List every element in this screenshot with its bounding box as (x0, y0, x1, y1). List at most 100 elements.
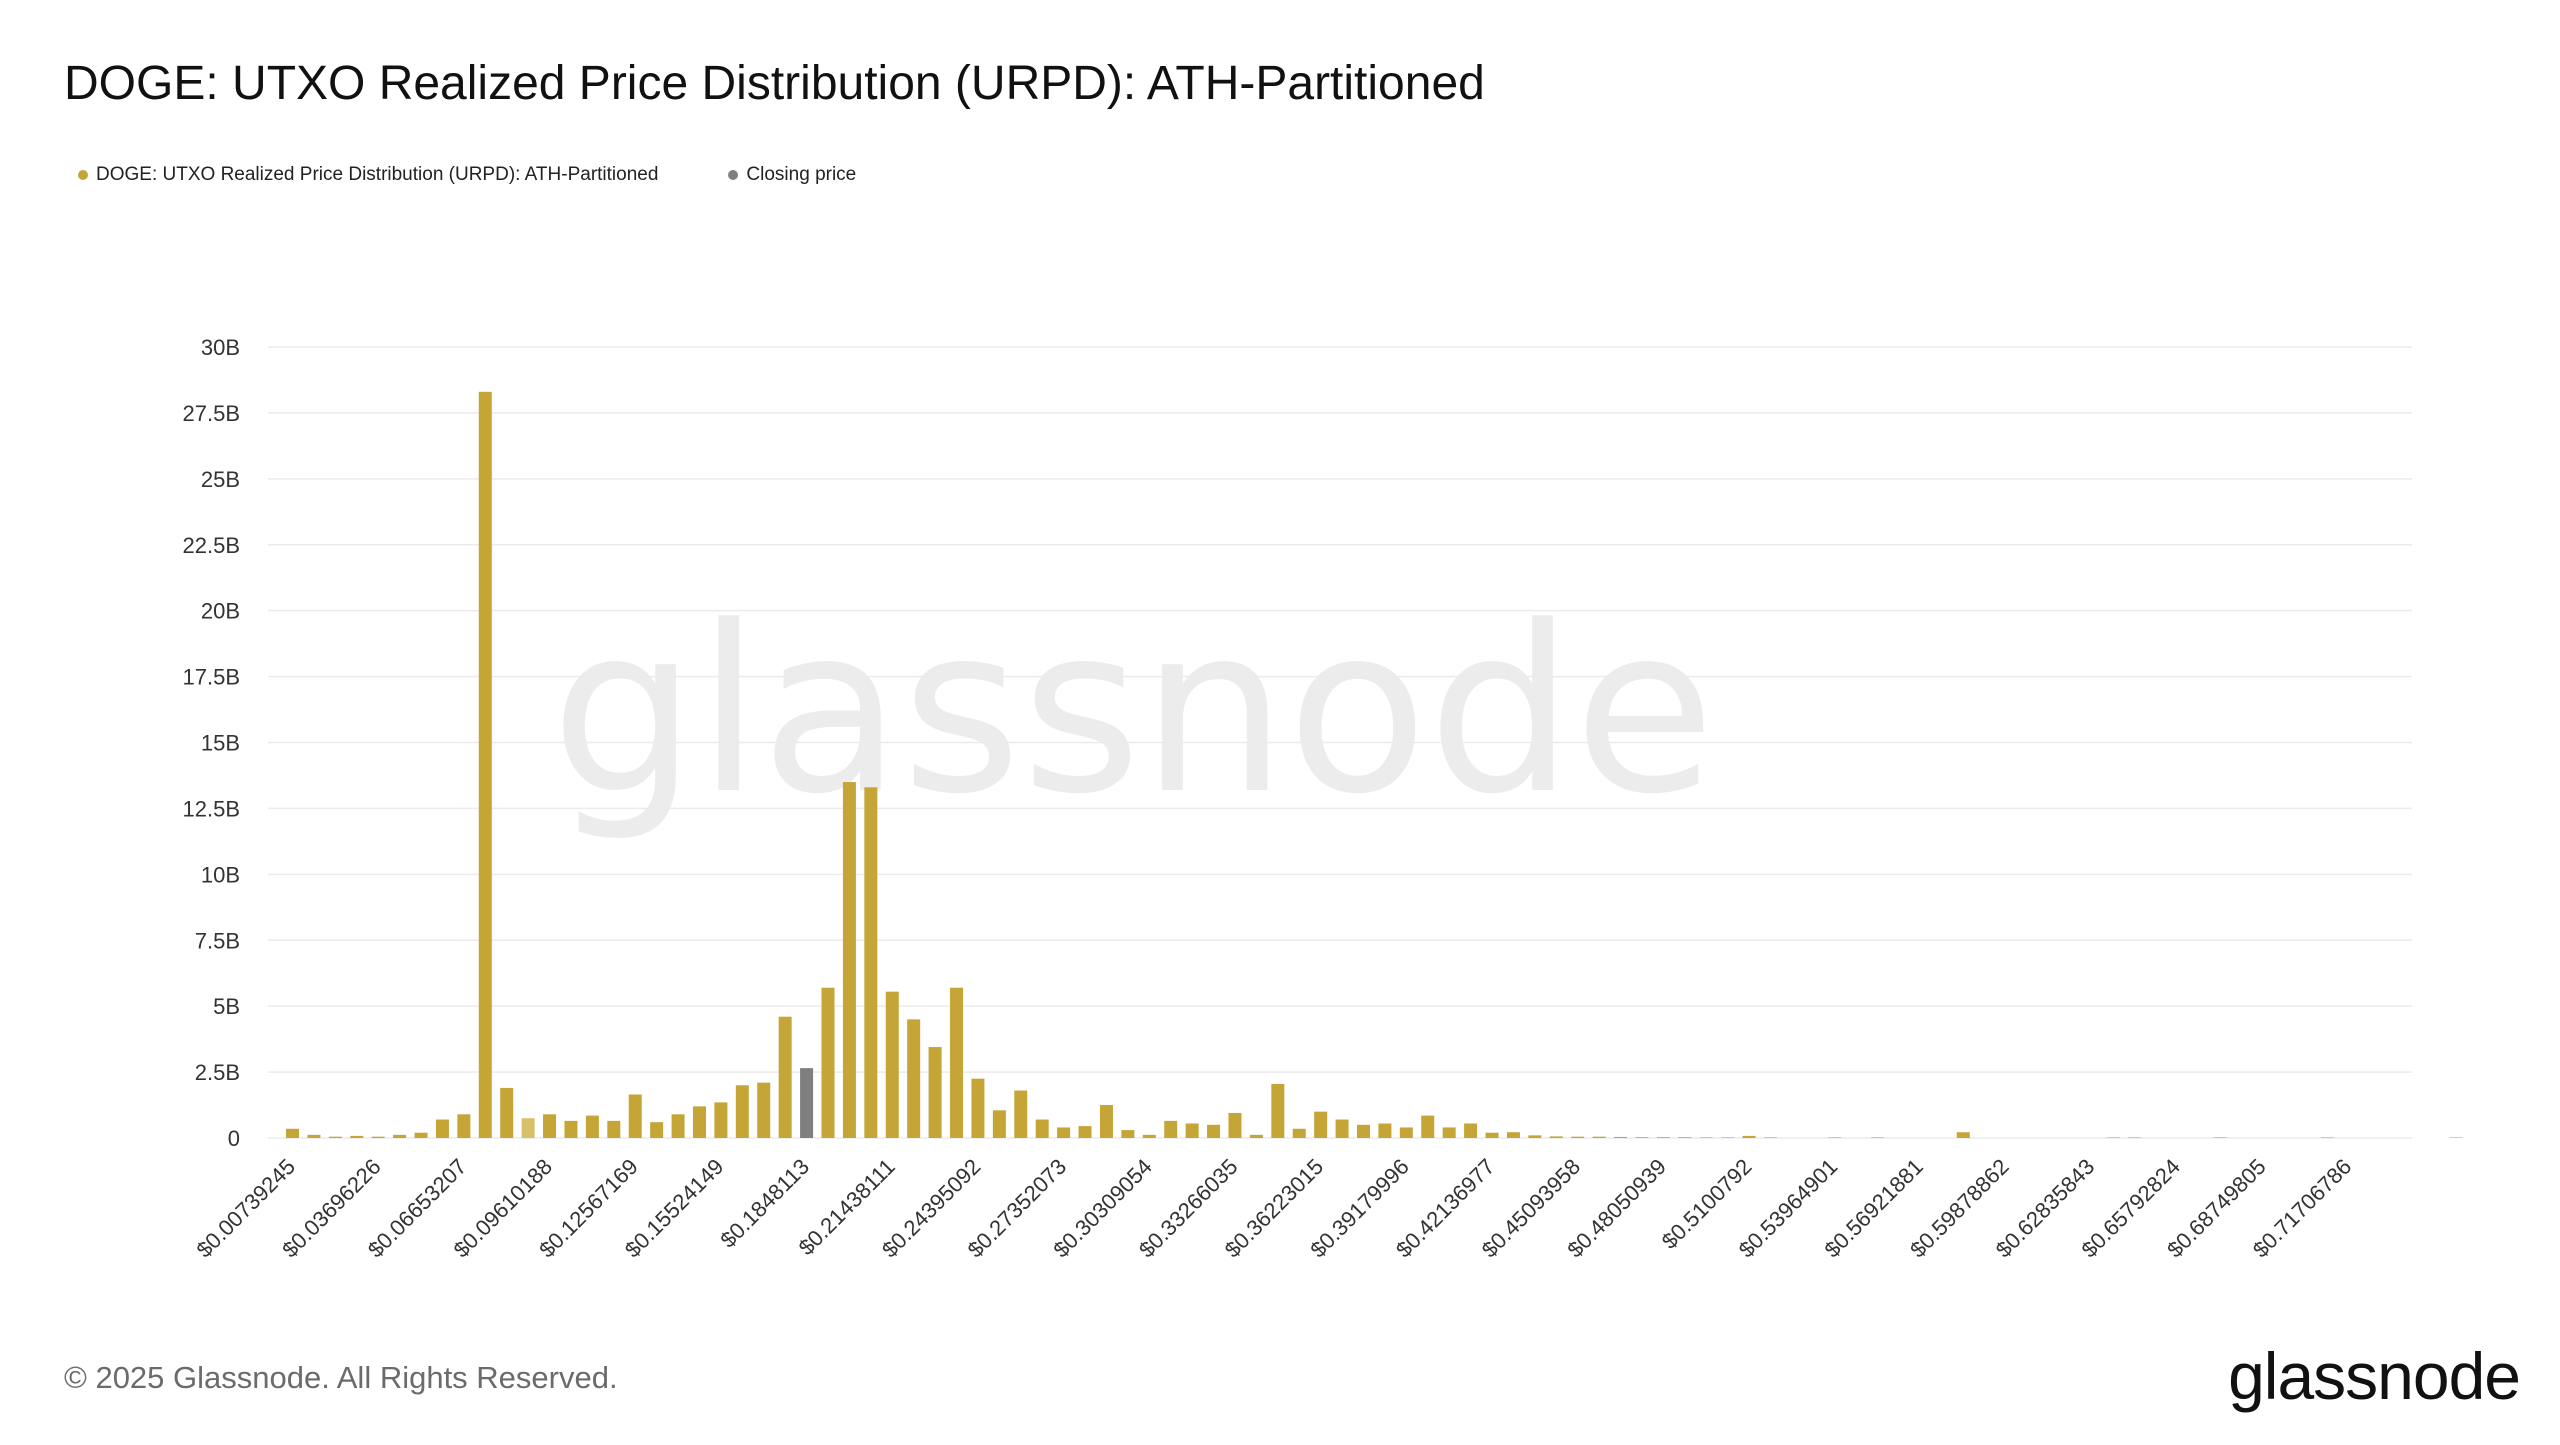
bar[interactable] (2128, 1137, 2142, 1138)
bar[interactable] (778, 1016, 792, 1138)
bar[interactable] (692, 1106, 706, 1138)
bar[interactable] (1292, 1128, 1306, 1138)
bar[interactable] (1399, 1127, 1413, 1138)
bar[interactable] (1635, 1137, 1649, 1138)
bar[interactable] (671, 1114, 685, 1138)
bar[interactable] (1828, 1137, 1842, 1138)
bar[interactable] (1442, 1127, 1456, 1138)
closing-price-bar[interactable] (800, 1068, 814, 1138)
bar[interactable] (457, 1114, 471, 1138)
bar[interactable] (1956, 1132, 1970, 1138)
bar[interactable] (2449, 1137, 2463, 1138)
bar[interactable] (1699, 1137, 1713, 1138)
bar[interactable] (821, 987, 835, 1138)
bar[interactable] (650, 1122, 664, 1138)
bar[interactable] (842, 782, 856, 1138)
bar[interactable] (607, 1120, 621, 1138)
grid-lines (268, 346, 2412, 1139)
bar[interactable] (1614, 1136, 1628, 1138)
bar[interactable] (543, 1114, 557, 1138)
bar[interactable] (478, 391, 492, 1138)
legend-label-urpd: DOGE: UTXO Realized Price Distribution (… (96, 164, 659, 185)
bar[interactable] (992, 1110, 1006, 1138)
bar[interactable] (1249, 1134, 1263, 1138)
bar[interactable] (1228, 1112, 1242, 1138)
legend-label-closing-price: Closing price (746, 164, 857, 185)
y-tick-label: 15B (201, 731, 240, 756)
bar[interactable] (2320, 1137, 2334, 1138)
bar[interactable] (2213, 1137, 2227, 1138)
bar[interactable] (1078, 1126, 1092, 1138)
bar[interactable] (1099, 1105, 1113, 1138)
bar[interactable] (1871, 1137, 1885, 1138)
bar[interactable] (521, 1118, 535, 1138)
bar[interactable] (1571, 1136, 1585, 1138)
bar[interactable] (286, 1128, 299, 1138)
bar[interactable] (564, 1120, 578, 1138)
bar[interactable] (1763, 1137, 1777, 1138)
bar[interactable] (1014, 1090, 1028, 1138)
bar[interactable] (1121, 1130, 1135, 1138)
legend-dot-urpd (78, 170, 88, 180)
legend: DOGE: UTXO Realized Price Distribution (… (78, 164, 856, 186)
bar[interactable] (1506, 1132, 1520, 1138)
bar[interactable] (328, 1136, 342, 1138)
bar[interactable] (864, 787, 878, 1138)
bar[interactable] (1314, 1111, 1328, 1138)
bar[interactable] (307, 1134, 321, 1138)
bar[interactable] (2106, 1137, 2120, 1138)
bar[interactable] (1485, 1132, 1499, 1138)
legend-item-urpd[interactable]: DOGE: UTXO Realized Price Distribution (… (78, 164, 658, 186)
bar[interactable] (1357, 1124, 1370, 1138)
legend-dot-closing-price (728, 170, 739, 180)
bar[interactable] (1656, 1137, 1670, 1138)
bar[interactable] (885, 991, 899, 1138)
bar[interactable] (371, 1136, 385, 1138)
glassnode-logo: glassnode (2228, 1339, 2521, 1413)
legend-item-closing-price[interactable]: Closing price (728, 164, 856, 186)
bar[interactable] (393, 1134, 407, 1138)
bar[interactable] (350, 1135, 364, 1138)
bar[interactable] (1421, 1115, 1435, 1138)
bar[interactable] (414, 1132, 428, 1138)
bar[interactable] (1185, 1123, 1199, 1139)
bar[interactable] (735, 1085, 749, 1138)
bar[interactable] (1057, 1127, 1071, 1138)
bar[interactable] (950, 987, 964, 1138)
y-tick-label: 30B (201, 335, 240, 360)
x-axis: $0.00739245$0.03696226$0.06653207$0.0961… (192, 1154, 2357, 1263)
y-tick-label: 12.5B (183, 796, 241, 821)
bar[interactable] (585, 1115, 599, 1138)
bar[interactable] (971, 1078, 985, 1138)
bar[interactable] (907, 1019, 921, 1138)
bar[interactable] (928, 1047, 942, 1138)
bar[interactable] (1378, 1123, 1392, 1139)
bar[interactable] (1592, 1136, 1606, 1138)
bar[interactable] (1271, 1083, 1285, 1138)
y-tick-label: 20B (201, 599, 240, 624)
bar[interactable] (1142, 1134, 1156, 1138)
bar[interactable] (1678, 1137, 1692, 1138)
y-axis: 0 2.5B 5B 7.5B 10B 12.5B 15B 17.5B 20B 22.5B 25B 27… (183, 335, 241, 1151)
bar[interactable] (714, 1102, 728, 1138)
y-tick-label: 10B (201, 862, 240, 887)
bar[interactable] (1164, 1120, 1178, 1138)
bar[interactable] (628, 1094, 642, 1138)
chart-title: DOGE: UTXO Realized Price Distribution (… (64, 57, 1485, 110)
y-tick-label: 17.5B (183, 665, 241, 690)
y-tick-label: 22.5B (183, 533, 241, 558)
bar[interactable] (1742, 1135, 1756, 1138)
bar[interactable] (1549, 1136, 1563, 1138)
bar[interactable] (1207, 1124, 1221, 1138)
bar[interactable] (1035, 1119, 1049, 1138)
bar[interactable] (1528, 1135, 1542, 1138)
bar[interactable] (1335, 1119, 1349, 1138)
bar[interactable] (1721, 1137, 1735, 1138)
watermark-text: glassnode (551, 578, 1716, 845)
bar[interactable] (1464, 1123, 1478, 1139)
bar[interactable] (500, 1087, 514, 1138)
bar[interactable] (435, 1119, 449, 1138)
bar[interactable] (757, 1082, 771, 1138)
